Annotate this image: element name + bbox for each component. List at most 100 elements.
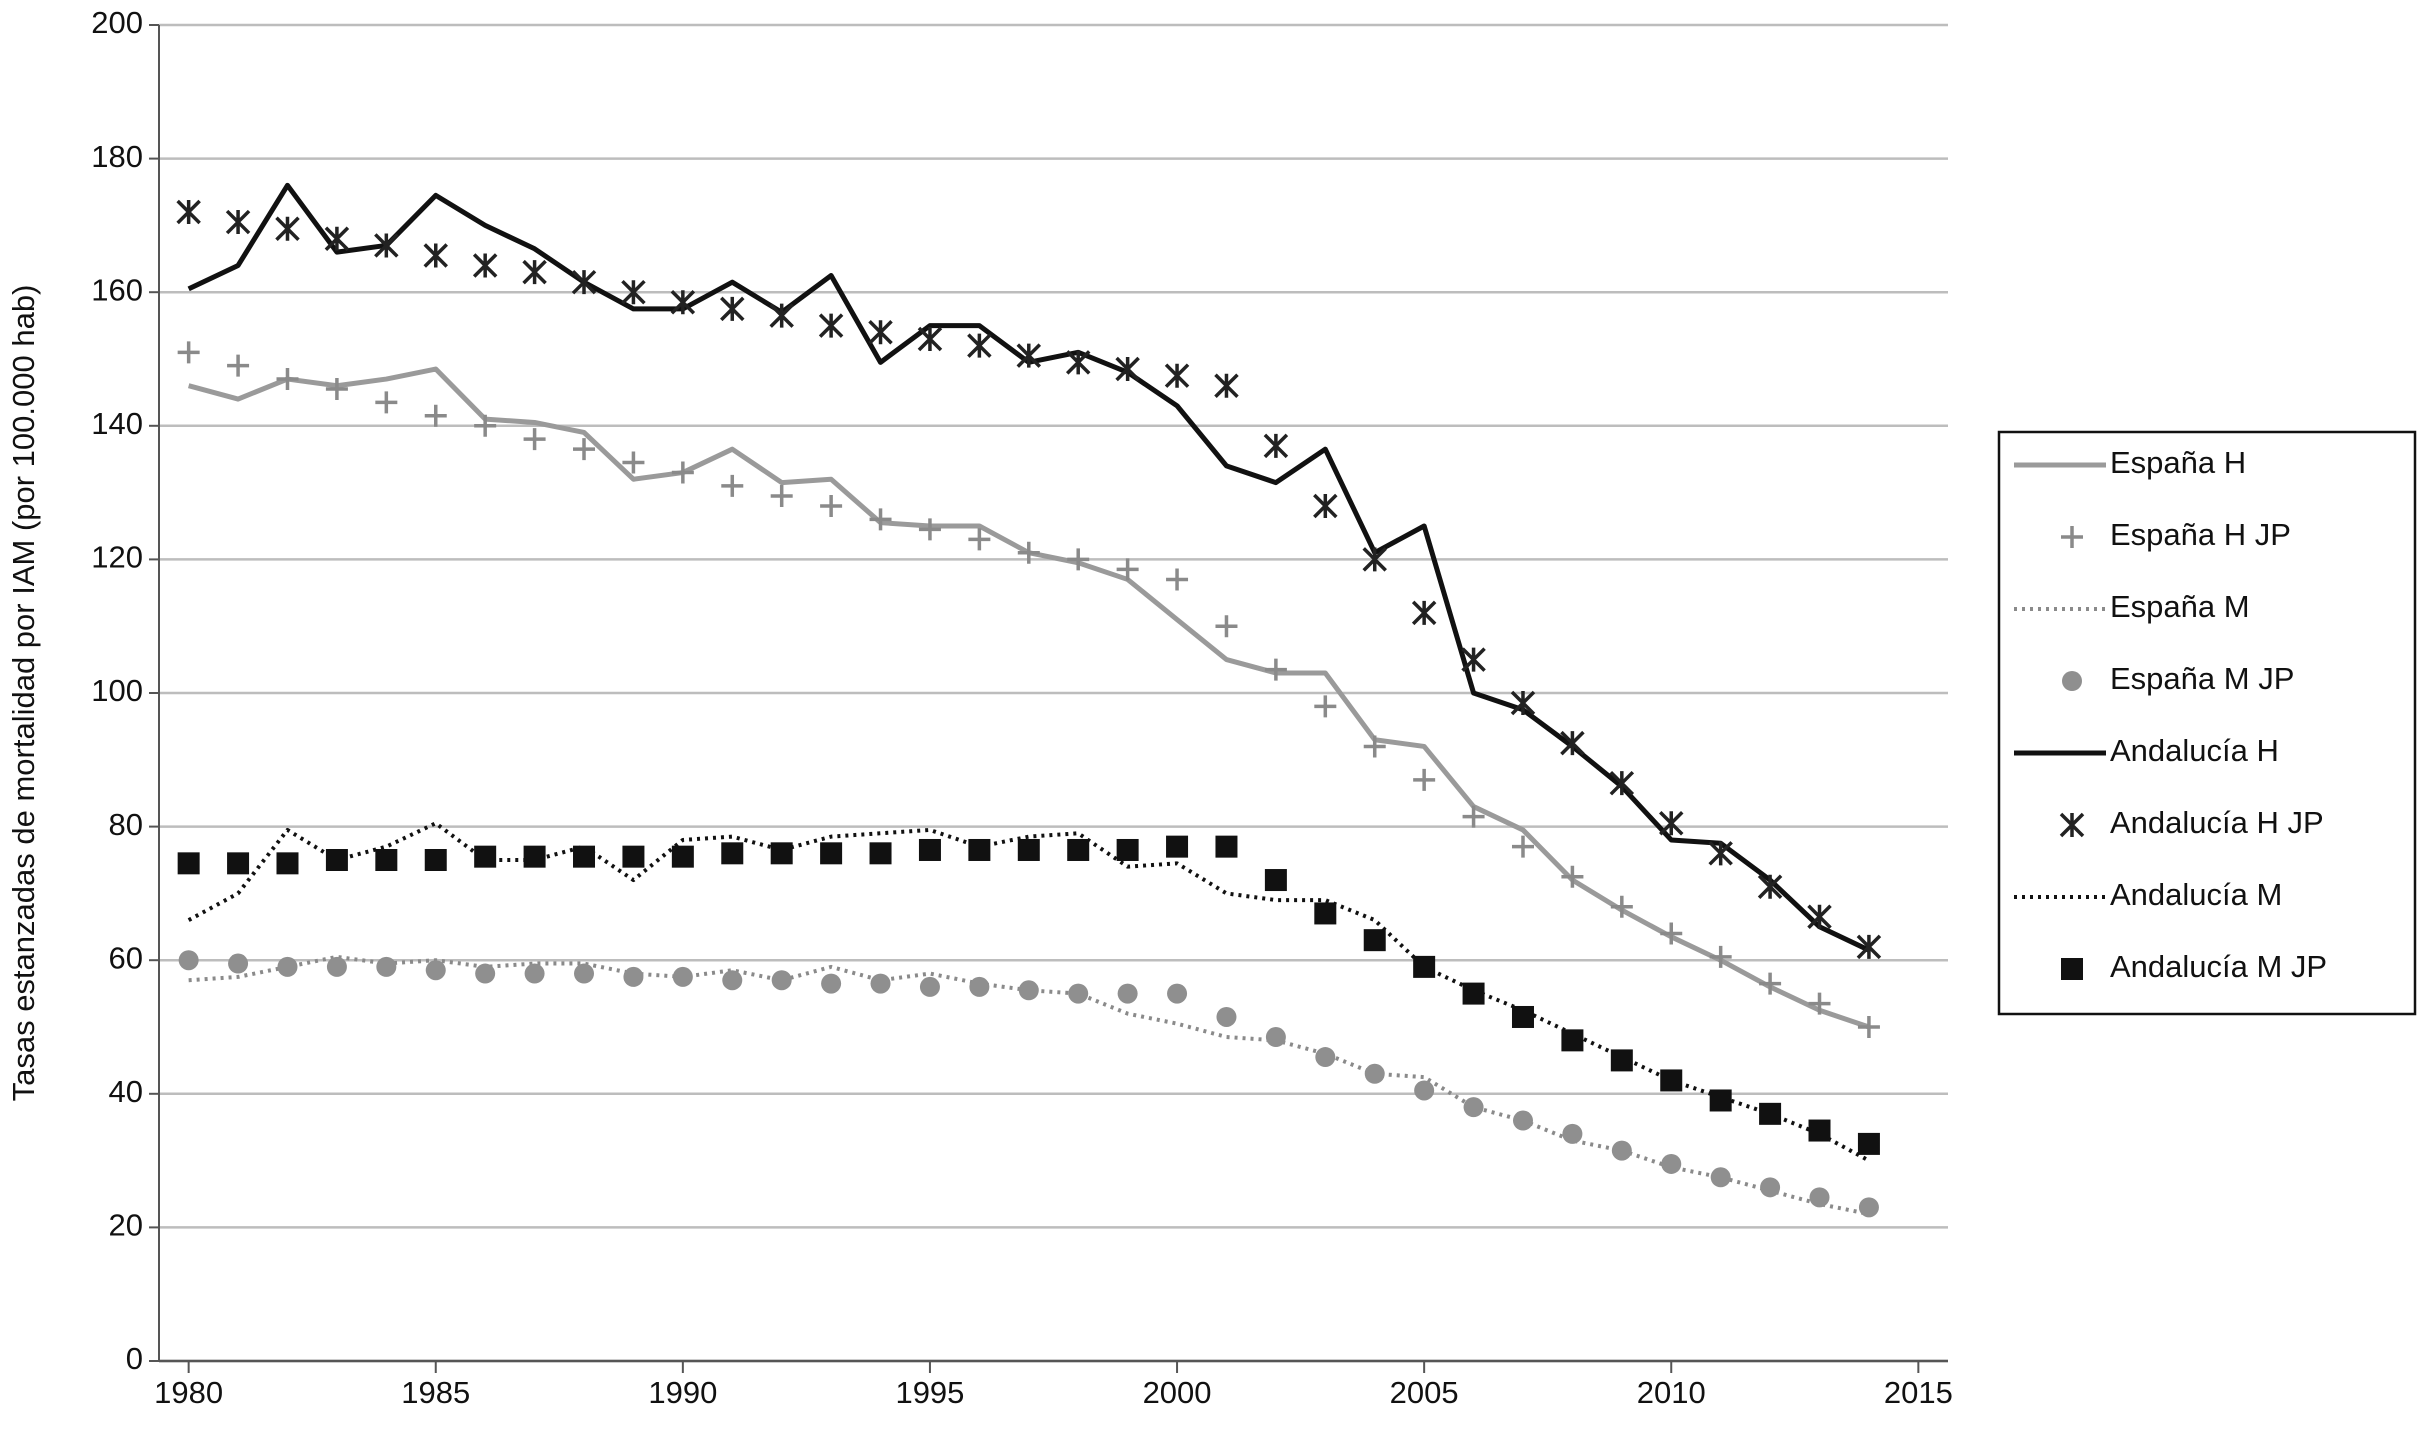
data-point: [1463, 1097, 1484, 1118]
data-point: [275, 216, 300, 241]
legend-label: Andalucía H: [2110, 733, 2279, 768]
legend-label: España M: [2110, 589, 2250, 624]
legend-marker: [2059, 812, 2085, 838]
data-point: [1759, 1102, 1782, 1125]
data-point: [917, 326, 943, 352]
data-point: [178, 950, 199, 971]
data-point: [919, 976, 940, 997]
data-point: [325, 849, 348, 871]
data-point: [276, 368, 299, 391]
data-point: [573, 438, 596, 461]
data-point: [324, 226, 350, 251]
data-point: [622, 845, 645, 868]
data-point: [1856, 934, 1882, 960]
legend-label: Andalucía M JP: [2110, 949, 2327, 984]
data-point: [277, 956, 298, 977]
data-point: [1314, 695, 1337, 718]
legend-marker: [2061, 958, 2083, 980]
data-point: [227, 354, 250, 377]
data-point: [1067, 548, 1090, 571]
data-point: [1215, 615, 1238, 638]
data-point: [1611, 1140, 1632, 1161]
data-point: [1016, 343, 1042, 368]
y-axis-label: Tasas estanzadas de mortalidad por IAM (…: [6, 285, 41, 1102]
data-point: [1661, 1153, 1682, 1174]
data-point: [671, 461, 694, 484]
legend-label: España H: [2110, 445, 2246, 480]
data-point: [621, 279, 646, 305]
data-point: [376, 956, 397, 977]
data-point: [770, 484, 793, 507]
data-point: [1709, 945, 1732, 968]
data-point: [1561, 1029, 1584, 1052]
data-point: [524, 963, 545, 984]
data-point: [1560, 730, 1585, 756]
data-point: [1807, 904, 1832, 930]
data-point: [1216, 1006, 1237, 1027]
series-line: [187, 366, 1870, 1030]
legend-label: Andalucía M: [2110, 877, 2282, 912]
data-point: [1809, 1187, 1830, 1208]
data-point: [968, 528, 991, 551]
data-point: [1363, 735, 1386, 758]
data-point: [177, 852, 200, 875]
data-point: [1166, 568, 1189, 591]
data-point: [770, 842, 793, 865]
y-tick-label: 0: [126, 1341, 143, 1376]
data-point: [523, 845, 546, 868]
data-point: [821, 973, 842, 994]
y-tick-label: 200: [91, 5, 143, 40]
data-point: [1462, 982, 1485, 1005]
data-point: [425, 960, 446, 981]
data-point: [721, 474, 744, 497]
legend-marker: [2062, 671, 2082, 691]
data-point: [1313, 493, 1338, 519]
data-point: [1164, 363, 1190, 388]
data-point: [1510, 690, 1536, 716]
x-tick-label: 1990: [648, 1375, 717, 1410]
data-point: [1116, 558, 1139, 581]
y-tick-label: 20: [109, 1208, 143, 1243]
data-point: [1512, 1110, 1533, 1131]
data-point: [868, 320, 893, 345]
data-point: [622, 451, 645, 474]
data-point: [1857, 1132, 1880, 1155]
data-point: [472, 253, 498, 278]
data-point: [1265, 1027, 1286, 1048]
data-point: [1314, 902, 1337, 925]
data-point: [1757, 874, 1783, 899]
data-point: [967, 333, 992, 358]
data-point: [1709, 1089, 1732, 1112]
data-point: [1660, 922, 1683, 945]
data-point: [720, 296, 745, 322]
data-point: [671, 845, 694, 868]
data-point: [228, 953, 249, 974]
y-tick-label: 160: [91, 272, 143, 307]
data-point: [670, 289, 696, 315]
x-tick-label: 2010: [1637, 1375, 1706, 1410]
data-point: [1362, 547, 1387, 572]
data-point: [1759, 972, 1782, 995]
data-point: [918, 838, 941, 861]
data-point: [969, 976, 990, 997]
data-point: [424, 849, 447, 871]
data-point: [1858, 1197, 1879, 1218]
legend-marker: [2061, 526, 2083, 548]
data-point: [374, 233, 399, 258]
data-point: [1710, 1167, 1731, 1188]
data-point: [227, 852, 250, 875]
data-point: [1708, 841, 1733, 866]
data-point: [623, 966, 644, 987]
data-point: [1857, 1016, 1880, 1038]
data-point: [1068, 983, 1089, 1004]
data-point: [1166, 835, 1189, 858]
data-point: [1660, 1069, 1683, 1092]
y-tick-label: 80: [109, 807, 143, 842]
x-tick-label: 2015: [1884, 1375, 1953, 1410]
data-point: [571, 269, 597, 295]
data-point: [1808, 992, 1831, 1015]
y-tick-label: 140: [91, 406, 143, 441]
data-point: [523, 428, 546, 451]
data-point: [820, 494, 843, 517]
data-point: [1067, 838, 1090, 861]
